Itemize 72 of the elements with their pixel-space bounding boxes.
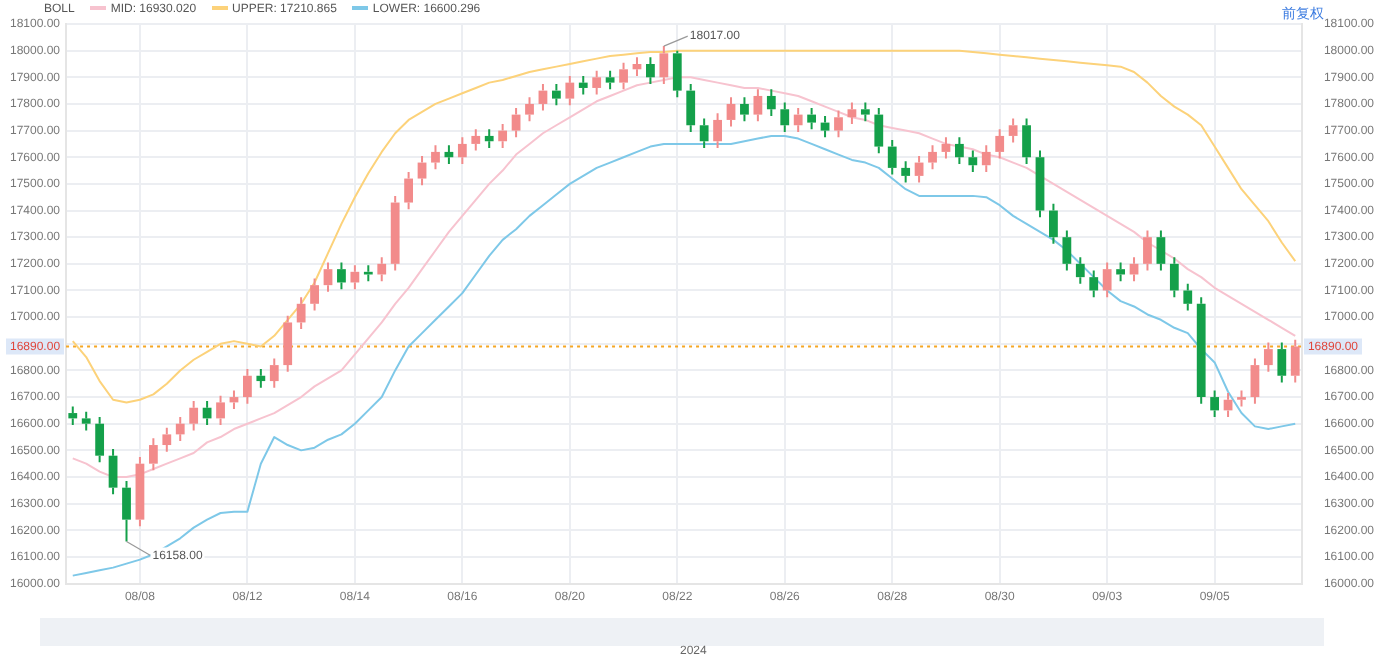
candlestick [928, 144, 937, 171]
candlestick [337, 261, 346, 291]
candlestick [646, 56, 655, 85]
candlestick [377, 256, 387, 283]
candlestick [753, 88, 763, 123]
candlestick [820, 114, 830, 139]
candlestick [122, 480, 131, 543]
candlestick [995, 128, 1005, 160]
candlestick [887, 138, 897, 176]
candlestick [404, 170, 414, 211]
candlestick [1277, 341, 1287, 384]
candlestick [1075, 256, 1085, 285]
candlestick [941, 136, 951, 160]
candlestick [108, 448, 118, 496]
candlestick [310, 277, 319, 312]
candlestick [511, 106, 521, 139]
candlestick [431, 144, 440, 171]
candlestick [740, 96, 749, 123]
candlestick [793, 106, 803, 133]
candlestick [471, 128, 481, 152]
candlestick [202, 400, 212, 427]
candlestick [592, 69, 602, 96]
candlestick [659, 45, 669, 85]
candlestick [417, 154, 427, 187]
candlestick [847, 101, 857, 125]
candlestick [216, 394, 225, 427]
candlestick [1049, 202, 1058, 245]
candlestick [457, 136, 467, 165]
candlestick [874, 106, 884, 155]
candlestick [726, 96, 736, 128]
candlestick [296, 296, 306, 331]
candlestick [713, 112, 722, 149]
candlestick [807, 106, 817, 131]
candlestick [256, 368, 266, 389]
candlestick [1169, 256, 1179, 299]
candlestick [390, 194, 400, 272]
candlestick [283, 314, 293, 373]
candlestick [1008, 117, 1018, 144]
candlestick [1196, 296, 1206, 405]
candlestick [766, 88, 776, 117]
candlestick [1210, 389, 1220, 419]
candlestick [243, 368, 252, 405]
candlestick [162, 426, 172, 453]
candlestick [484, 128, 494, 149]
candlestick [68, 405, 78, 427]
candlestick [1250, 357, 1260, 405]
candlestick [1022, 117, 1031, 165]
candlestick [578, 74, 588, 96]
candlestick [148, 437, 158, 472]
candlestick [686, 82, 696, 133]
candlestick [1263, 341, 1273, 373]
candlestick [525, 96, 534, 123]
candlestick [954, 136, 964, 165]
candlestick [135, 456, 145, 528]
candlestick [323, 261, 333, 293]
candlestick [1116, 261, 1125, 283]
candlestick [699, 117, 709, 149]
candlestick [175, 416, 185, 443]
candlestick [350, 264, 360, 291]
candlestick [189, 400, 199, 432]
candlestick [1089, 269, 1099, 299]
candlestick [1102, 261, 1112, 299]
candlestick [565, 74, 575, 107]
candlestick [551, 82, 561, 107]
candlestick [269, 357, 279, 389]
candlestick [968, 149, 978, 173]
candlestick [1237, 389, 1246, 408]
candlestick [498, 122, 508, 149]
candlestick [95, 416, 105, 464]
candlestick [901, 160, 911, 184]
candlestick [780, 101, 790, 133]
candlestick [981, 144, 991, 173]
